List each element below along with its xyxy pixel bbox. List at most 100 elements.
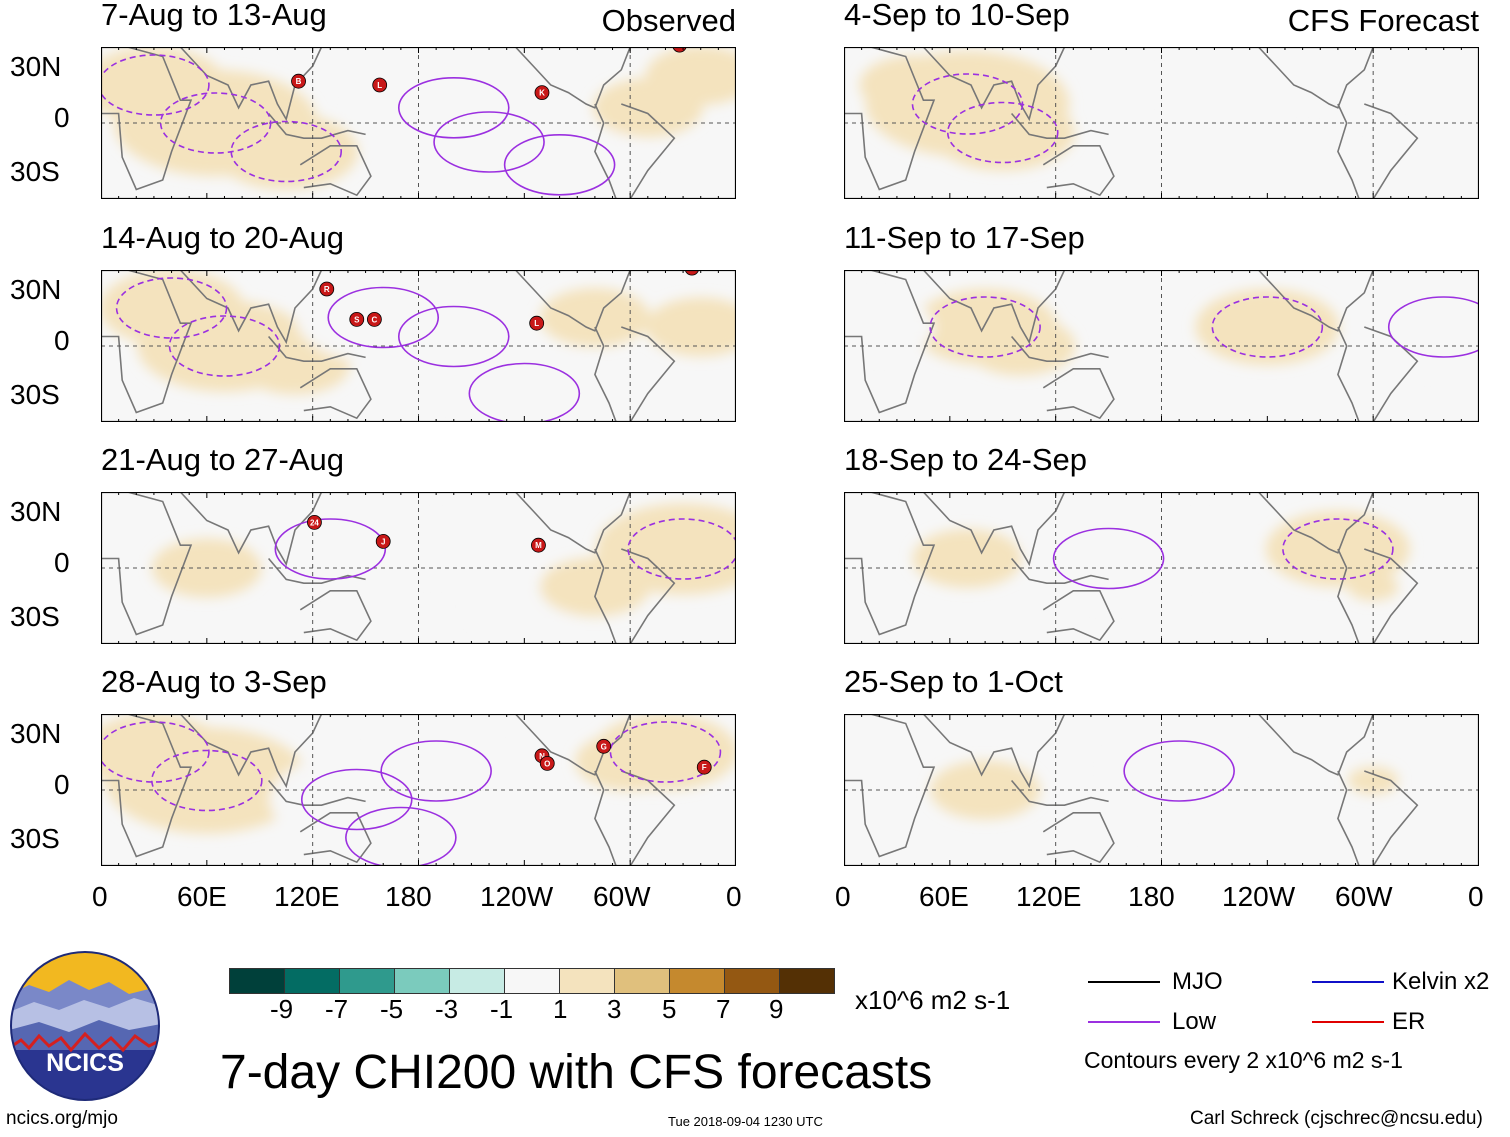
low-contour xyxy=(168,315,281,377)
cyclone-marker: M xyxy=(531,537,546,553)
panel-map: B L K D xyxy=(101,47,736,199)
panel-title: 7-Aug to 13-Aug xyxy=(101,0,327,32)
lon-label-60e: 60E xyxy=(177,881,227,912)
coastline xyxy=(922,492,1066,567)
cyclone-label: S xyxy=(354,315,360,324)
anomaly-blob xyxy=(101,270,244,347)
low-contour xyxy=(101,721,210,783)
lon-label-180: 180 xyxy=(1128,881,1175,912)
cyclone-marker: C xyxy=(367,312,382,327)
anomaly-blob xyxy=(214,113,359,190)
coastline xyxy=(1042,145,1115,197)
map-field: R S C L E xyxy=(101,270,736,422)
anomaly-blob xyxy=(101,714,226,791)
low-contour xyxy=(433,111,545,173)
anomaly-blob xyxy=(912,529,1023,588)
colorbar xyxy=(229,968,835,994)
panel-title: 4-Sep to 10-Sep xyxy=(844,0,1070,32)
legend-label-kelvin: Kelvin x2 xyxy=(1392,968,1490,995)
panel-forecast-4: 25-Sep to 1-Oct xyxy=(844,666,1479,866)
map-field xyxy=(844,492,1479,644)
anomaly-blob xyxy=(859,55,970,115)
lon-label-60e: 60E xyxy=(919,881,969,912)
low-contour xyxy=(1211,296,1324,358)
anomaly-field xyxy=(151,503,736,636)
cyclone-label: M xyxy=(535,541,542,550)
coastline xyxy=(514,492,631,554)
footer-website: ncics.org/mjo xyxy=(6,1108,118,1129)
cyclone-marker: E xyxy=(684,270,700,276)
low-contour xyxy=(929,296,1041,358)
cyclone-marker: 24 xyxy=(307,514,322,530)
anomaly-blob xyxy=(539,557,650,617)
lat-label-0: 0 xyxy=(54,325,70,356)
cyclone-label: E xyxy=(689,270,695,273)
coastline xyxy=(844,47,936,191)
map-field xyxy=(844,270,1479,422)
coastline xyxy=(1042,368,1115,420)
cyclone-symbol xyxy=(319,281,335,297)
coastline xyxy=(594,548,676,644)
colorbar-box xyxy=(670,969,725,993)
cyclone-marker: R xyxy=(319,281,335,297)
coastline xyxy=(299,590,372,642)
legend-label-low: Low xyxy=(1172,1008,1217,1035)
anomaly-blob xyxy=(1159,55,1270,115)
colorbar-box xyxy=(725,969,780,993)
low-contours xyxy=(115,277,581,422)
coastline xyxy=(1337,103,1419,199)
cyclone-label: N xyxy=(539,752,545,761)
cyclone-label: O xyxy=(544,759,550,768)
colorbar-tick: -7 xyxy=(325,994,349,1024)
coastline xyxy=(1257,492,1374,554)
low-contours xyxy=(101,54,616,196)
panel-map xyxy=(844,47,1479,199)
cyclone-symbol xyxy=(307,514,322,530)
low-contour xyxy=(1123,740,1235,802)
lat-label-30s: 30S xyxy=(10,156,60,187)
map-field: 24 J M xyxy=(101,492,736,644)
panel-forecast-3: 18-Sep to 24-Sep xyxy=(844,444,1479,644)
cyclone-symbol xyxy=(534,85,550,100)
panel-map xyxy=(844,270,1479,422)
lon-label-120e: 120E xyxy=(274,881,340,912)
anomaly-blob xyxy=(1141,519,1252,579)
footer-author: Carl Schreck (cjschrec@ncsu.edu) xyxy=(1190,1108,1483,1129)
panel-map: R S C L E xyxy=(101,270,736,422)
anomaly-blob xyxy=(381,298,526,375)
coastline xyxy=(844,714,936,858)
lon-label-0: 0 xyxy=(726,881,742,912)
panel-title: 14-Aug to 20-Aug xyxy=(101,220,345,255)
coastline xyxy=(594,770,676,866)
legend-line-mjo xyxy=(1088,981,1160,983)
low-contours xyxy=(929,296,1479,358)
low-contour xyxy=(503,134,616,196)
cyclone-symbol xyxy=(372,77,388,93)
panel-observed-1: 7-Aug to 13-Aug Observed B L K D xyxy=(101,0,736,199)
low-contours xyxy=(911,73,1059,164)
cyclone-marker: L xyxy=(529,315,545,331)
colorbar-tick: 9 xyxy=(769,994,784,1024)
panel-forecast-1: 4-Sep to 10-Sep CFS Forecast xyxy=(844,0,1479,199)
colorbar-tick: 7 xyxy=(716,994,731,1024)
coastline xyxy=(922,714,1066,789)
anomaly-blob xyxy=(258,510,403,588)
low-contour xyxy=(397,305,510,368)
coastline xyxy=(299,368,372,420)
ncics-logo: NCICS xyxy=(10,951,160,1101)
lon-label-60w: 60W xyxy=(593,881,651,912)
anomaly-blob xyxy=(593,714,736,791)
logo-text: NCICS xyxy=(46,1049,124,1077)
panel-map: 24 J M xyxy=(101,492,736,644)
cyclone-label: G xyxy=(601,742,607,751)
low-contour xyxy=(327,286,440,349)
coastline xyxy=(1337,326,1419,422)
low-contour xyxy=(380,740,492,802)
colorbar-box xyxy=(780,969,834,993)
panel-map xyxy=(844,492,1479,644)
anomaly-blob xyxy=(452,355,597,422)
low-contour xyxy=(468,362,581,422)
cyclone-symbol xyxy=(696,759,712,775)
cyclone-symbol xyxy=(367,312,382,327)
